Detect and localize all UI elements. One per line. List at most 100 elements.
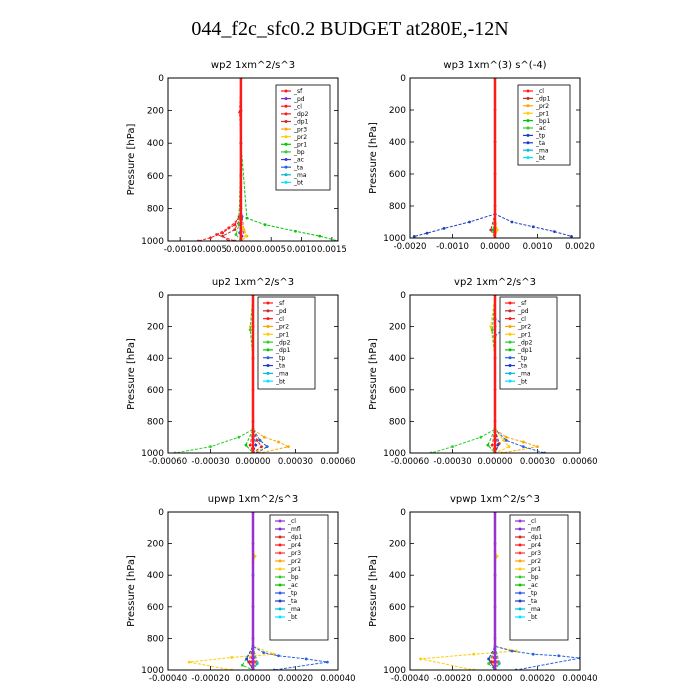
legend-label: _ta xyxy=(527,598,537,605)
legend-label: _pr1 xyxy=(527,566,541,573)
legend-marker xyxy=(278,591,282,595)
data-point xyxy=(262,651,266,655)
y-tick-label: 800 xyxy=(389,634,406,644)
y-tick-label: 800 xyxy=(147,417,164,427)
legend-label: _pr3 xyxy=(293,126,307,133)
x-tick-label: -0.00060 xyxy=(391,457,429,467)
data-point xyxy=(245,657,249,661)
data-point xyxy=(487,657,491,661)
data-point xyxy=(557,654,561,658)
x-tick-label: 0.0000 xyxy=(480,242,510,252)
legend-label: _dp1 xyxy=(535,96,551,103)
data-point xyxy=(490,443,494,447)
data-point xyxy=(230,655,234,659)
x-tick-label: 0.0010 xyxy=(287,245,317,255)
legend-marker xyxy=(518,607,522,611)
data-point xyxy=(536,445,539,449)
legend-marker xyxy=(526,133,530,137)
legend-label: _pr3 xyxy=(287,550,301,557)
chart-title: vpwp 1xm^2/s^3 xyxy=(450,494,540,505)
legend-label: _tp xyxy=(287,590,297,597)
x-tick-label: -0.00030 xyxy=(191,457,229,467)
data-point xyxy=(241,228,245,231)
legend-marker xyxy=(518,615,522,619)
x-tick-label: 0.0020 xyxy=(565,242,595,252)
legend-label: _pr1 xyxy=(287,566,301,573)
legend-label: _ac xyxy=(293,157,304,164)
data-point xyxy=(294,229,297,233)
legend-marker xyxy=(266,301,270,305)
chart-title: wp3 1xm^(3) s^(-4) xyxy=(443,60,546,71)
legend-label: _bt xyxy=(535,155,546,162)
legend-label: _sf xyxy=(275,300,285,307)
data-point xyxy=(227,226,231,230)
legend-label: _bp xyxy=(527,574,539,581)
legend-label: _ac xyxy=(287,582,298,589)
data-point xyxy=(244,234,248,238)
legend-marker xyxy=(526,148,530,152)
legend-label: _pr3 xyxy=(527,550,541,557)
data-point xyxy=(215,233,218,236)
data-point xyxy=(245,216,249,220)
legend-marker xyxy=(526,119,530,123)
plot-area xyxy=(187,512,329,670)
series-line xyxy=(420,512,517,670)
x-tick-label: 0.0010 xyxy=(523,242,553,252)
legend: _cl_mfl_dp1_pr4_pr3_pr2_pr1_bp_ac_tp_ta_… xyxy=(509,514,569,641)
legend-marker xyxy=(284,158,288,162)
legend-marker xyxy=(284,104,288,108)
y-tick-label: 400 xyxy=(389,354,406,364)
data-point xyxy=(221,234,225,238)
data-point xyxy=(472,652,476,656)
y-tick-label: 1000 xyxy=(383,666,406,676)
legend-label: _ta xyxy=(287,598,297,605)
y-axis-label: Pressure [hPa] xyxy=(368,338,379,410)
y-tick-label: 400 xyxy=(147,571,164,581)
y-tick-label: 1000 xyxy=(383,449,406,459)
y-tick-label: 600 xyxy=(147,172,164,182)
data-point xyxy=(209,236,212,240)
legend-label: _cl xyxy=(517,316,526,323)
legend-label: _pr2 xyxy=(287,558,301,565)
y-tick-label: 600 xyxy=(147,603,164,613)
legend-label: _pr1 xyxy=(293,142,307,149)
legend-marker xyxy=(526,126,530,130)
y-tick-label: 1000 xyxy=(141,449,164,459)
y-tick-label: 200 xyxy=(389,106,406,116)
legend-marker xyxy=(518,591,522,595)
legend-label: _cl xyxy=(287,518,296,525)
legend-marker xyxy=(284,112,288,116)
data-point xyxy=(263,223,267,227)
legend-label: _bt xyxy=(527,614,538,621)
data-point xyxy=(497,662,501,666)
y-tick-label: 800 xyxy=(147,204,164,214)
x-tick-label: 0.0005 xyxy=(256,245,286,255)
legend-label: _pr1 xyxy=(517,331,531,338)
x-tick-label: 0.00060 xyxy=(320,457,355,467)
x-tick-label: 0.00020 xyxy=(278,674,313,684)
data-point xyxy=(504,435,508,439)
data-point xyxy=(451,445,454,449)
data-point xyxy=(531,225,535,229)
legend-label: _ma xyxy=(287,606,301,613)
data-point xyxy=(489,228,493,232)
data-point xyxy=(318,234,322,238)
series-line xyxy=(252,295,263,453)
x-tick-label: -0.00030 xyxy=(433,457,471,467)
data-point xyxy=(304,657,308,661)
data-point xyxy=(187,660,191,664)
x-tick-label: 0.00000 xyxy=(477,674,512,684)
legend-label: _ac xyxy=(535,125,546,132)
series-line xyxy=(198,78,242,241)
data-point xyxy=(237,435,241,439)
legend-label: _dp2 xyxy=(293,111,309,118)
legend-marker xyxy=(278,575,282,579)
legend-marker xyxy=(518,551,522,555)
legend-label: _ac xyxy=(527,582,538,589)
legend-marker xyxy=(526,111,530,115)
y-tick-label: 600 xyxy=(389,170,406,180)
plot-frame xyxy=(409,294,581,454)
legend-marker xyxy=(278,543,282,547)
data-point xyxy=(325,660,329,664)
